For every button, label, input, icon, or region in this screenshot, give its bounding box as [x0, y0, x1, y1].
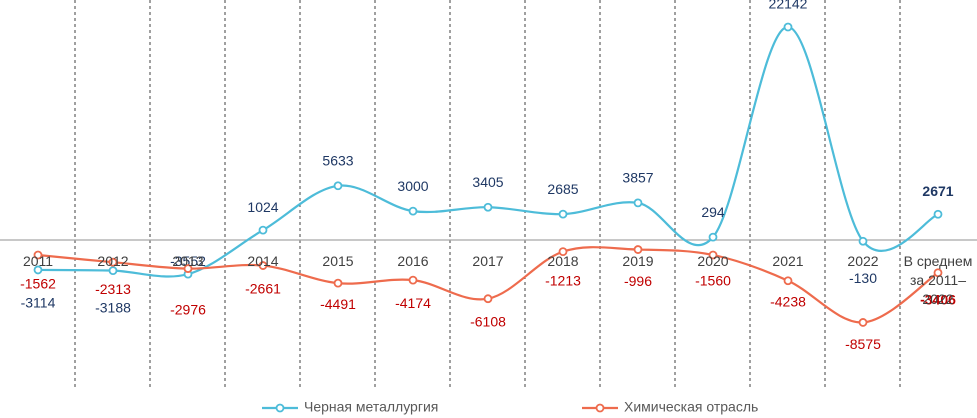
- data-label: -130: [849, 270, 877, 286]
- data-label: -8575: [845, 336, 881, 352]
- data-label: -3406: [920, 291, 956, 307]
- legend-marker: [595, 403, 605, 413]
- data-label: -3188: [95, 299, 131, 315]
- point: [258, 261, 268, 270]
- data-label: 1024: [247, 199, 278, 215]
- x-tick-label: 2022: [847, 252, 879, 269]
- data-label: -3552: [170, 253, 206, 269]
- legend-label: Черная металлургия: [304, 399, 438, 415]
- data-label: -1560: [695, 273, 731, 289]
- point: [108, 266, 118, 276]
- point: [558, 247, 568, 257]
- data-label: -996: [624, 273, 652, 289]
- x-tick-label: 2015: [322, 252, 354, 269]
- data-label: -2976: [170, 301, 206, 317]
- x-tick-label: 2021: [772, 252, 804, 269]
- data-label: -6108: [470, 313, 506, 329]
- point: [783, 22, 793, 32]
- data-label: -4238: [770, 293, 806, 309]
- data-label: 22142: [769, 0, 808, 12]
- data-label: 3405: [472, 174, 503, 190]
- point: [708, 232, 718, 242]
- data-label: 5633: [322, 152, 353, 168]
- point: [408, 206, 418, 216]
- data-label: 3000: [397, 178, 428, 194]
- point: [708, 250, 718, 260]
- data-label: -1213: [545, 272, 581, 288]
- data-label: -2313: [95, 281, 131, 297]
- point: [633, 198, 643, 208]
- point: [33, 265, 43, 275]
- x-tick-label: В среднем за 2011–2022: [903, 252, 973, 307]
- data-label: 2685: [547, 181, 578, 197]
- point: [483, 202, 493, 212]
- legend-marker: [275, 403, 285, 413]
- legend-label: Химическая отрасль: [624, 399, 758, 415]
- data-label: 2671: [922, 183, 953, 199]
- point: [33, 250, 43, 260]
- data-label: -4491: [320, 296, 356, 312]
- point: [858, 318, 868, 327]
- series-line: [37, 25, 939, 278]
- x-tick-label: 2014: [247, 252, 279, 269]
- x-tick-label: 2017: [472, 252, 504, 269]
- data-label: -2661: [245, 280, 281, 296]
- point: [783, 276, 793, 286]
- point: [558, 209, 568, 219]
- x-tick-label: 2016: [397, 252, 429, 269]
- point: [258, 225, 268, 235]
- data-label: -1562: [20, 276, 56, 292]
- data-label: -4174: [395, 295, 431, 311]
- point: [483, 294, 493, 304]
- x-tick-label: 2012: [97, 252, 129, 269]
- x-tick-label: 2013: [172, 252, 204, 269]
- data-label: 3857: [622, 170, 653, 186]
- data-label: 294: [701, 204, 725, 220]
- point: [333, 181, 343, 191]
- point: [933, 268, 943, 278]
- data-label: -3114: [21, 295, 56, 311]
- point: [333, 278, 343, 288]
- point: [108, 257, 118, 267]
- point: [858, 236, 868, 246]
- x-tick-label: 2018: [547, 252, 579, 269]
- point: [408, 275, 418, 285]
- x-tick-label: 2020: [697, 252, 729, 269]
- point: [633, 245, 643, 254]
- point: [183, 264, 193, 273]
- x-tick-label: 2011: [22, 252, 54, 269]
- point: [933, 209, 943, 219]
- x-tick-label: 2019: [622, 252, 654, 269]
